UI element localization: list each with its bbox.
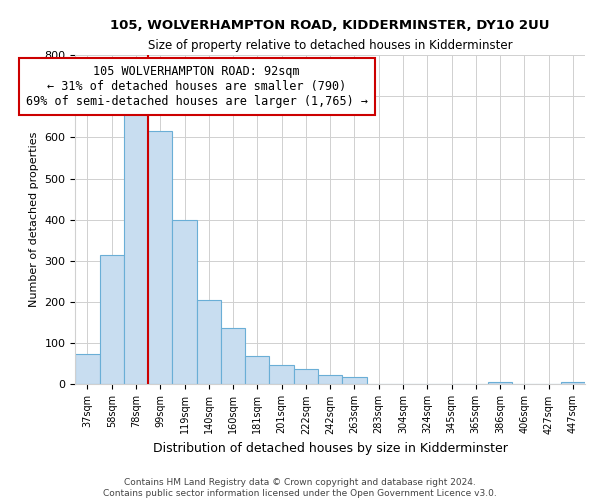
Bar <box>100 254 124 384</box>
Bar <box>124 108 148 384</box>
Bar <box>561 382 585 384</box>
Title: Size of property relative to detached houses in Kidderminster: Size of property relative to detached ho… <box>148 40 512 52</box>
X-axis label: Distribution of detached houses by size in Kidderminster: Distribution of detached houses by size … <box>153 442 508 455</box>
Bar <box>197 300 221 384</box>
Text: 105 WOLVERHAMPTON ROAD: 92sqm
← 31% of detached houses are smaller (790)
69% of : 105 WOLVERHAMPTON ROAD: 92sqm ← 31% of d… <box>26 65 368 108</box>
Bar <box>318 376 342 384</box>
Bar <box>75 354 100 384</box>
Bar <box>172 220 197 384</box>
Bar <box>342 377 367 384</box>
Bar <box>294 369 318 384</box>
Bar <box>269 364 294 384</box>
Bar <box>221 328 245 384</box>
Bar <box>488 382 512 384</box>
Text: Contains HM Land Registry data © Crown copyright and database right 2024.
Contai: Contains HM Land Registry data © Crown c… <box>103 478 497 498</box>
Bar <box>148 131 172 384</box>
Bar <box>245 356 269 384</box>
Text: 105, WOLVERHAMPTON ROAD, KIDDERMINSTER, DY10 2UU: 105, WOLVERHAMPTON ROAD, KIDDERMINSTER, … <box>110 19 550 32</box>
Y-axis label: Number of detached properties: Number of detached properties <box>29 132 39 308</box>
